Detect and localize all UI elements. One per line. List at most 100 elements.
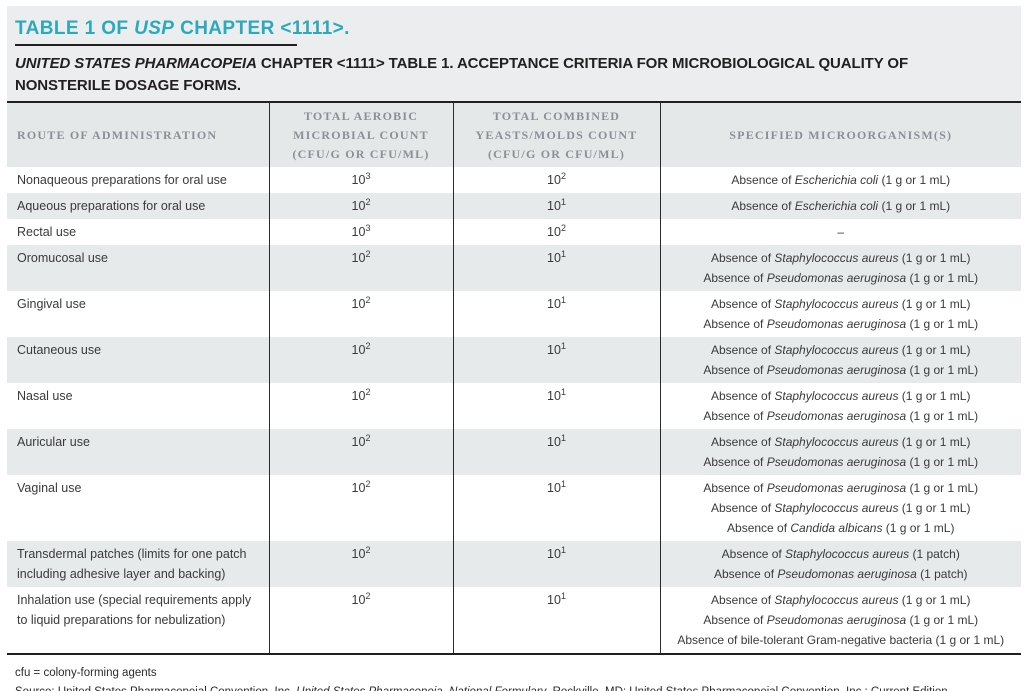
organism-text: (1 g or 1 mL) <box>906 317 979 331</box>
organism-text: (1 g or 1 mL) <box>878 173 951 187</box>
tamc-cell: 102 <box>268 337 453 383</box>
route-cell: Nasal use <box>17 389 73 403</box>
tymc-cell: 101 <box>452 337 660 383</box>
organism-line: Absence of Staphylococcus aureus (1 patc… <box>663 544 1020 564</box>
organisms-cell: Absence of Staphylococcus aureus (1 g or… <box>659 587 1021 654</box>
count-base: 10 <box>547 251 561 265</box>
organism-line: Absence of bile-tolerant Gram-negative b… <box>663 630 1020 650</box>
route-cell: Vaginal use <box>17 481 82 495</box>
title-block: TABLE 1 OF USP CHAPTER <1111>. UNITED ST… <box>7 6 1021 101</box>
table-row: Oromucosal use 102 101 Absence of Staphyloc… <box>7 245 1021 291</box>
organism-line: Absence of Pseudomonas aeruginosa (1 g o… <box>663 268 1020 288</box>
table-row: Aqueous preparations for oral use 102 101 A… <box>7 193 1021 219</box>
table-row: Cutaneous use 102 101 Absence of Staphyloco… <box>7 337 1021 383</box>
tamc-cell: 102 <box>268 429 453 475</box>
organism-text: (1 g or 1 mL) <box>898 297 971 311</box>
count-exponent: 1 <box>560 590 566 601</box>
table-body: Nonaqueous preparations for oral use 103 1… <box>7 167 1021 654</box>
organism-text: Absence of <box>703 409 767 423</box>
tymc-cell: 101 <box>452 193 660 219</box>
organism-text: Absence of <box>703 455 767 469</box>
title-suffix: CHAPTER <1111>. <box>174 18 350 39</box>
subtitle-italic: UNITED STATES PHARMACOPEIA <box>15 55 257 72</box>
count-base: 10 <box>351 389 366 403</box>
organism-text: Absence of <box>703 271 767 285</box>
tamc-cell: 102 <box>268 475 453 541</box>
organism-text: (1 g or 1 mL) <box>898 251 971 265</box>
count-base: 10 <box>351 225 366 239</box>
column-header-tymc: TOTAL COMBINED YEASTS/MOLDS COUNT (CFU/G… <box>452 102 660 167</box>
count-exponent: 2 <box>365 248 371 259</box>
organism-name: Pseudomonas aeruginosa <box>766 271 907 285</box>
count-base: 10 <box>351 251 366 265</box>
tamc-cell: 103 <box>268 219 453 245</box>
organism-name: Staphylococcus aureus <box>774 297 899 311</box>
organism-text: (1 g or 1 mL) <box>906 455 979 469</box>
table-row: Rectal use 103 102– <box>7 219 1021 245</box>
organism-text: (1 g or 1 mL) <box>906 613 979 627</box>
count-exponent: 2 <box>365 590 371 601</box>
organism-text: (1 g or 1 mL) <box>906 409 979 423</box>
count-base: 10 <box>547 297 561 311</box>
route-cell: Rectal use <box>17 225 77 239</box>
title-prefix: TABLE 1 OF <box>15 18 135 39</box>
column-header-route: ROUTE OF ADMINISTRATION <box>17 127 218 142</box>
count-exponent: 1 <box>560 196 566 207</box>
footnote-cfu: cfu = colony-forming agents <box>15 667 157 679</box>
organism-text: Absence of <box>731 199 795 213</box>
count-exponent: 2 <box>365 196 371 207</box>
route-cell: Oromucosal use <box>17 251 109 265</box>
organism-text: Absence of <box>713 567 778 581</box>
count-exponent: 2 <box>365 544 371 555</box>
organisms-cell: Absence of Escherichia coli (1 g or 1 mL… <box>659 167 1021 193</box>
organism-text: Absence of <box>703 363 767 377</box>
count-base: 10 <box>547 389 561 403</box>
organism-name: Escherichia coli <box>794 199 879 213</box>
route-cell: Gingival use <box>17 297 86 311</box>
count-exponent: 1 <box>560 248 566 259</box>
organism-name: Staphylococcus aureus <box>774 389 899 403</box>
count-exponent: 2 <box>560 170 566 181</box>
count-base: 10 <box>351 435 366 449</box>
route-cell: Transdermal patches (limits for one patc… <box>17 547 247 581</box>
organism-text: Absence of <box>711 435 775 449</box>
table-row: Transdermal patches (limits for one patc… <box>7 541 1021 587</box>
acceptance-criteria-table: ROUTE OF ADMINISTRATION TOTAL AEROBIC MI… <box>7 101 1021 655</box>
organism-text: (1 g or 1 mL) <box>906 363 979 377</box>
tymc-cell: 101 <box>452 475 660 541</box>
organism-text: (1 g or 1 mL) <box>898 501 971 515</box>
count-exponent: 3 <box>365 170 371 181</box>
organism-line: Absence of Staphylococcus aureus (1 g or… <box>663 294 1020 314</box>
count-exponent: 2 <box>365 386 371 397</box>
count-exponent: 1 <box>560 340 566 351</box>
subtitle-rest: CHAPTER <1111> TABLE 1. ACCEPTANCE CRITE… <box>15 55 909 94</box>
organism-text: Absence of <box>703 317 767 331</box>
title-usp-italic: USP <box>134 18 175 39</box>
organisms-cell: Absence of Pseudomonas aeruginosa (1 g o… <box>659 475 1021 541</box>
organism-line: Absence of Pseudomonas aeruginosa (1 g o… <box>663 452 1020 472</box>
organism-text: Absence of <box>703 613 767 627</box>
table-row: Vaginal use 102 101 Absence of Pseudomonas … <box>7 475 1021 541</box>
organism-text: Absence of <box>711 593 775 607</box>
organism-text: Absence of <box>711 389 775 403</box>
organism-name: Staphylococcus aureus <box>774 435 899 449</box>
tymc-cell: 102 <box>452 219 660 245</box>
organism-text: (1 g or 1 mL) <box>898 435 971 449</box>
organisms-cell: Absence of Staphylococcus aureus (1 g or… <box>659 383 1021 429</box>
organism-name: Pseudomonas aeruginosa <box>777 567 917 581</box>
organism-text: Absence of <box>711 251 775 265</box>
organisms-cell: Absence of Staphylococcus aureus (1 g or… <box>659 245 1021 291</box>
count-exponent: 2 <box>365 432 371 443</box>
organism-line: Absence of Staphylococcus aureus (1 g or… <box>663 498 1020 518</box>
organisms-cell: Absence of Staphylococcus aureus (1 g or… <box>659 429 1021 475</box>
count-base: 10 <box>547 481 561 495</box>
organism-name: Pseudomonas aeruginosa <box>766 481 907 495</box>
tamc-cell: 102 <box>268 383 453 429</box>
organism-name: Escherichia coli <box>794 173 879 187</box>
organisms-cell: – <box>659 219 1021 245</box>
organism-text: Absence of <box>703 481 767 495</box>
column-header-tamc: TOTAL AEROBIC MICROBIAL COUNT (CFU/G OR … <box>268 102 453 167</box>
organisms-cell: Absence of Escherichia coli (1 g or 1 mL… <box>659 193 1021 219</box>
tamc-cell: 102 <box>268 291 453 337</box>
tamc-cell: 102 <box>268 541 453 587</box>
